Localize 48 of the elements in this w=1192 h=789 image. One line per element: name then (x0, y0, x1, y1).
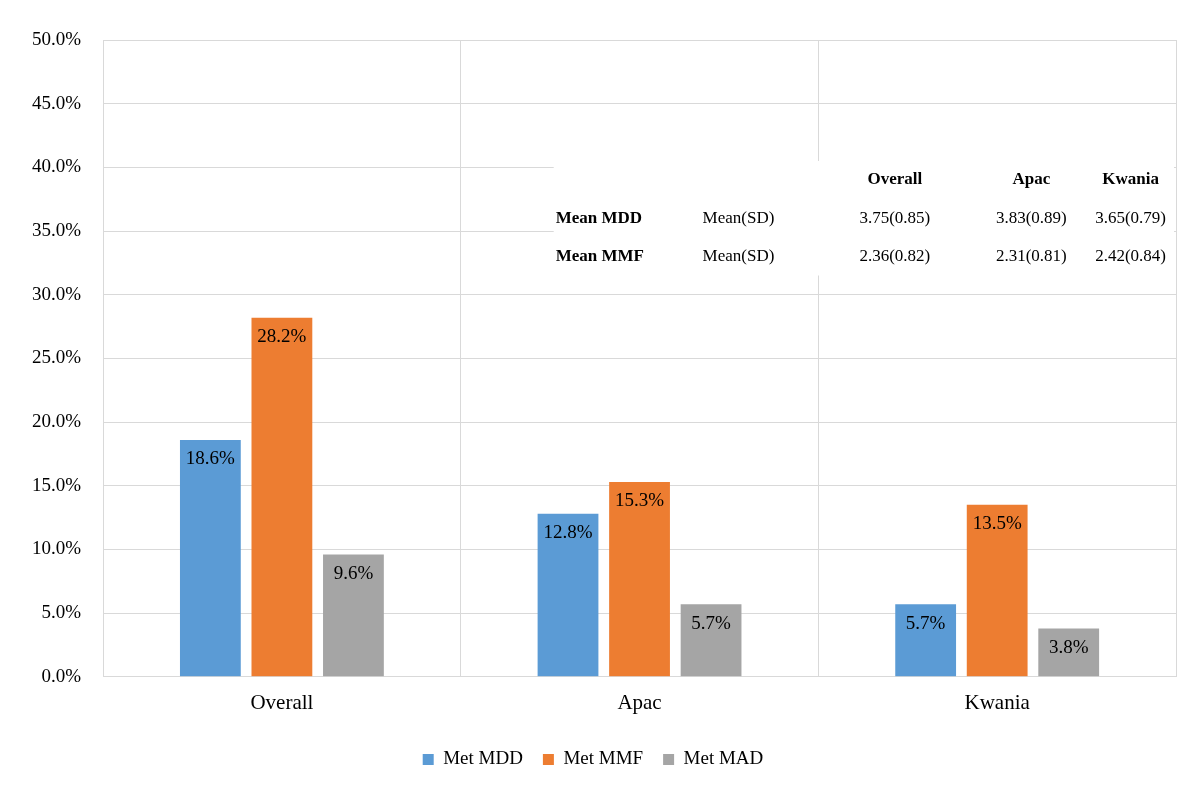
data-label: 18.6% (185, 447, 236, 469)
x-tick-label: Apac (617, 689, 662, 714)
y-tick-label: 20.0% (32, 410, 82, 432)
x-tick-label: Overall (250, 689, 314, 714)
y-tick-label: 25.0% (32, 346, 82, 368)
data-label: 3.8% (1048, 635, 1089, 657)
y-tick-label: 15.0% (32, 473, 82, 495)
data-label: 28.2% (257, 325, 307, 347)
y-tick-label: 40.0% (32, 155, 82, 177)
bar (251, 317, 313, 677)
data-label: 12.8% (543, 521, 593, 543)
y-tick-label: 10.0% (32, 537, 82, 559)
data-label: 15.3% (615, 489, 665, 511)
bar (609, 481, 670, 677)
y-tick-label: 5.0% (41, 601, 82, 623)
annotation: Mean(SD) (702, 207, 775, 227)
annotation: 2.31(0.81) (995, 245, 1067, 265)
data-label: 9.6% (333, 562, 374, 584)
annotation: Kwania (1102, 169, 1160, 189)
bar (966, 504, 1028, 677)
legend-label: Met MDD (443, 747, 523, 769)
bar (680, 604, 742, 677)
y-tick-label: 50.0% (32, 27, 82, 49)
y-tick-label: 35.0% (32, 219, 82, 241)
legend-label: Met MMF (563, 747, 644, 769)
annotation: 2.42(0.84) (1095, 245, 1166, 265)
bar (537, 513, 599, 677)
annotation: Mean MDD (555, 207, 643, 227)
annotation: 3.65(0.79) (1095, 207, 1166, 227)
bar (1038, 628, 1100, 677)
annotation: Mean MMF (555, 245, 644, 265)
annotation: Overall (867, 169, 923, 189)
annotation: 3.83(0.89) (995, 207, 1067, 227)
bar (895, 604, 957, 677)
annotation: Apac (1012, 169, 1051, 189)
legend-label: Met MAD (683, 747, 764, 769)
data-label: 5.7% (905, 611, 946, 633)
y-tick-label: 45.0% (32, 91, 82, 113)
bar (323, 554, 384, 677)
y-tick-label: 30.0% (32, 282, 82, 304)
bar (179, 439, 241, 677)
y-tick-label: 0.0% (41, 664, 82, 686)
annotation: 3.75(0.85) (859, 207, 931, 227)
annotation: Mean(SD) (702, 245, 775, 265)
data-label: 5.7% (691, 611, 732, 633)
data-label: 13.5% (972, 512, 1022, 534)
x-tick-label: Kwania (964, 689, 1031, 714)
annotation: 2.36(0.82) (859, 245, 931, 265)
